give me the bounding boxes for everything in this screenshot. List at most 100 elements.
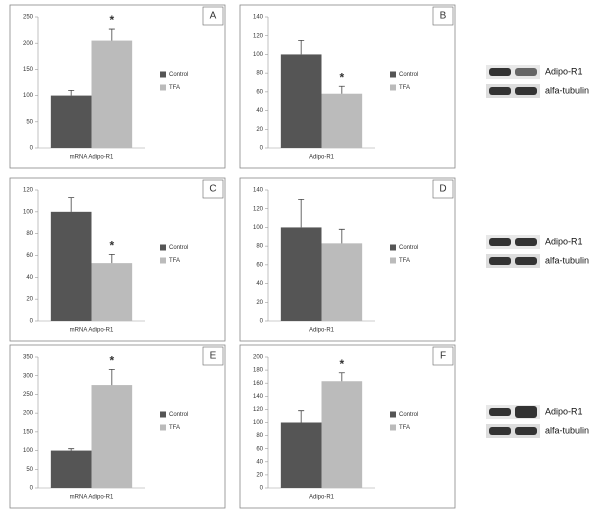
panel-letter-box bbox=[202, 346, 224, 366]
legend-label: Control bbox=[169, 245, 188, 251]
y-tick-label: 80 bbox=[26, 231, 33, 237]
y-tick-label: 100 bbox=[253, 225, 264, 231]
y-tick-label: 120 bbox=[253, 33, 264, 39]
y-tick-label: 150 bbox=[23, 67, 34, 73]
significance-mark: * bbox=[109, 13, 114, 27]
error-bar bbox=[68, 197, 75, 212]
y-tick-label: 0 bbox=[260, 319, 264, 325]
panel-letter-box bbox=[202, 179, 224, 199]
y-tick-label: 20 bbox=[26, 297, 33, 303]
panel-letter-box bbox=[202, 6, 224, 26]
bar bbox=[280, 54, 322, 148]
significance-mark: * bbox=[339, 357, 344, 371]
blot-band bbox=[515, 87, 537, 95]
bar bbox=[321, 381, 363, 488]
blot-band bbox=[515, 68, 537, 76]
error-bar bbox=[108, 368, 115, 386]
y-tick-label: 20 bbox=[256, 472, 263, 478]
error-bar bbox=[298, 39, 305, 55]
y-tick-label: 50 bbox=[26, 119, 33, 125]
y-tick-label: 0 bbox=[260, 486, 264, 492]
blot-label: alfa-tubulin bbox=[545, 425, 589, 435]
legend-swatch bbox=[160, 244, 166, 251]
y-tick-label: 200 bbox=[23, 411, 34, 417]
y-tick-label: 180 bbox=[253, 368, 264, 374]
panel-letter: E bbox=[210, 351, 217, 362]
x-axis-label: mRNA Adipo-R1 bbox=[70, 155, 114, 161]
y-tick-label: 60 bbox=[256, 262, 263, 268]
y-tick-label: 40 bbox=[256, 108, 263, 114]
y-tick-label: 20 bbox=[256, 300, 263, 306]
legend-label: Control bbox=[169, 412, 188, 418]
legend-swatch bbox=[390, 244, 396, 251]
y-tick-label: 0 bbox=[30, 319, 34, 325]
significance-mark: * bbox=[339, 70, 344, 84]
y-tick-label: 100 bbox=[23, 93, 34, 99]
significance-mark: * bbox=[109, 354, 114, 368]
y-tick-label: 140 bbox=[253, 188, 264, 194]
legend-label: Control bbox=[399, 245, 418, 251]
legend-label: TFA bbox=[399, 425, 410, 431]
y-tick-label: 100 bbox=[253, 52, 264, 58]
panel-letter: B bbox=[440, 11, 447, 22]
error-bar bbox=[68, 89, 75, 96]
legend-label: Control bbox=[399, 72, 418, 78]
error-bar bbox=[338, 85, 345, 94]
y-tick-label: 350 bbox=[23, 355, 34, 361]
y-tick-label: 250 bbox=[23, 392, 34, 398]
error-bar bbox=[298, 198, 305, 228]
legend-label: TFA bbox=[399, 258, 410, 264]
y-tick-label: 250 bbox=[23, 15, 34, 21]
y-tick-label: 40 bbox=[256, 459, 263, 465]
y-tick-label: 50 bbox=[26, 467, 33, 473]
blot-band bbox=[489, 238, 511, 246]
y-tick-label: 80 bbox=[256, 71, 263, 77]
y-tick-label: 40 bbox=[256, 281, 263, 287]
error-bar bbox=[68, 448, 75, 451]
y-tick-label: 60 bbox=[26, 253, 33, 259]
legend-label: TFA bbox=[399, 85, 410, 91]
x-axis-label: mRNA Adipo-R1 bbox=[70, 328, 114, 334]
y-tick-label: 200 bbox=[253, 355, 264, 361]
error-bar bbox=[338, 372, 345, 382]
blot-band bbox=[489, 68, 511, 76]
legend-swatch bbox=[390, 411, 396, 418]
bar bbox=[50, 450, 92, 488]
bar bbox=[321, 93, 363, 148]
y-tick-label: 300 bbox=[23, 373, 34, 379]
bar bbox=[50, 211, 92, 321]
blot-band bbox=[489, 408, 511, 416]
y-tick-label: 150 bbox=[23, 429, 34, 435]
bar bbox=[280, 227, 322, 321]
y-tick-label: 200 bbox=[23, 41, 34, 47]
y-tick-label: 20 bbox=[256, 127, 263, 133]
y-tick-label: 100 bbox=[253, 420, 264, 426]
y-tick-label: 80 bbox=[256, 244, 263, 250]
blot-band bbox=[515, 238, 537, 246]
blot-label: alfa-tubulin bbox=[545, 255, 589, 265]
panel-letter: A bbox=[210, 11, 217, 22]
y-tick-label: 80 bbox=[256, 433, 263, 439]
panel-letter-box bbox=[432, 179, 454, 199]
y-tick-label: 0 bbox=[30, 486, 34, 492]
blot-band bbox=[489, 427, 511, 435]
y-tick-label: 100 bbox=[23, 209, 34, 215]
panel-letter-box bbox=[432, 346, 454, 366]
y-tick-label: 60 bbox=[256, 446, 263, 452]
x-axis-label: Adipo-R1 bbox=[309, 328, 335, 334]
error-bar bbox=[108, 28, 115, 41]
x-axis-label: Adipo-R1 bbox=[309, 495, 335, 501]
legend-swatch bbox=[390, 257, 396, 264]
y-tick-label: 40 bbox=[26, 275, 33, 281]
legend-swatch bbox=[390, 71, 396, 78]
panel-letter: F bbox=[440, 351, 446, 362]
legend-swatch bbox=[160, 411, 166, 418]
y-tick-label: 160 bbox=[253, 381, 264, 387]
y-tick-label: 0 bbox=[260, 146, 264, 152]
significance-mark: * bbox=[109, 239, 114, 253]
legend-swatch bbox=[390, 424, 396, 431]
bar bbox=[91, 263, 133, 321]
legend-swatch bbox=[160, 71, 166, 78]
blot-band bbox=[489, 257, 511, 265]
error-bar bbox=[338, 228, 345, 244]
